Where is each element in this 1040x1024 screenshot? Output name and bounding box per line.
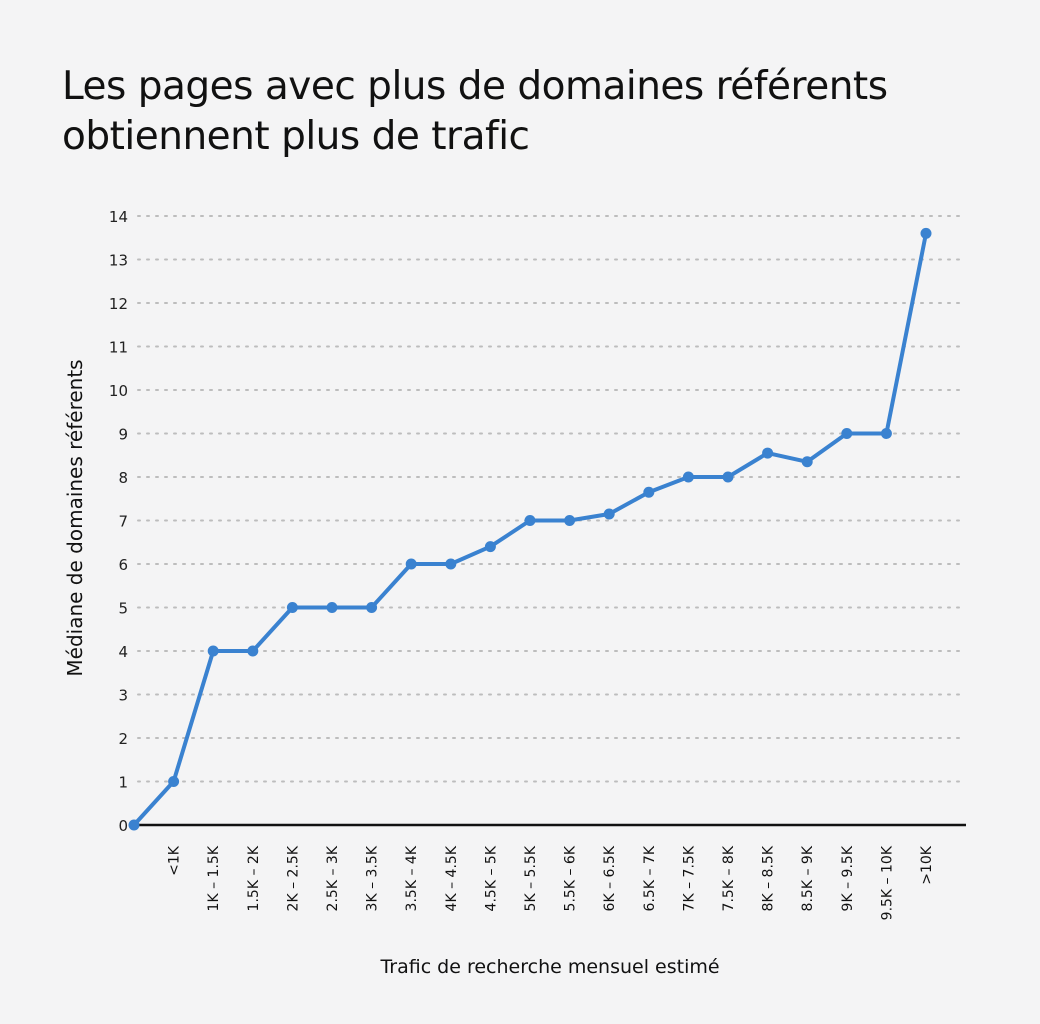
y-tick-label: 10 xyxy=(109,382,128,400)
x-axis-label: Trafic de recherche mensuel estimé xyxy=(379,956,719,978)
data-point xyxy=(405,558,417,570)
y-tick-label: 4 xyxy=(118,643,128,661)
data-point xyxy=(682,471,694,483)
y-tick-label: 13 xyxy=(109,252,128,270)
x-tick-label: 8.5K – 9K xyxy=(800,845,816,911)
x-tick-label: 5K – 5.5K xyxy=(523,845,539,911)
x-tick-label: 7.5K – 8K xyxy=(721,845,737,911)
data-point xyxy=(841,428,853,439)
x-tick-label: 3.5K – 4K xyxy=(404,845,420,911)
x-tick-label: 1K – 1.5K xyxy=(206,845,222,911)
y-tick-label: 7 xyxy=(118,513,128,531)
x-tick-label: 9.5K – 10K xyxy=(879,845,895,920)
data-point xyxy=(920,227,932,239)
data-point xyxy=(880,428,892,439)
data-point xyxy=(564,515,576,526)
data-point xyxy=(286,602,298,613)
y-tick-label: 11 xyxy=(109,339,128,357)
x-tick-label: >10K xyxy=(919,845,935,885)
x-tick-label: 6K – 6.5K xyxy=(602,845,618,911)
series-line xyxy=(132,233,928,827)
y-tick-label: 9 xyxy=(118,426,128,444)
data-point xyxy=(207,645,219,657)
x-tick-label: 3K – 3.5K xyxy=(365,845,381,911)
data-point xyxy=(366,602,378,613)
x-tick-label: 5.5K – 6K xyxy=(563,845,579,911)
data-point xyxy=(247,645,259,657)
x-tick-label: 2K – 2.5K xyxy=(285,845,301,911)
data-point xyxy=(643,486,655,498)
x-tick-label: 4K – 4.5K xyxy=(444,845,460,911)
data-point xyxy=(762,447,774,459)
data-point xyxy=(168,776,180,787)
x-tick-label: 4.5K – 5K xyxy=(483,845,499,911)
data-point xyxy=(603,508,615,520)
data-point xyxy=(128,819,140,831)
x-tick-label: 6.5K – 7K xyxy=(642,845,658,911)
y-tick-label: 2 xyxy=(118,730,128,748)
y-axis-label: Médiane de domaines référents xyxy=(63,359,87,676)
data-point xyxy=(484,541,496,553)
x-tick-label: 1.5K – 2K xyxy=(246,845,262,911)
x-tick-label: 9K – 9.5K xyxy=(840,845,856,911)
data-point xyxy=(326,602,338,613)
data-point xyxy=(524,515,536,526)
y-tick-label: 14 xyxy=(109,208,128,226)
chart-title: Les pages avec plus de domaines référent… xyxy=(62,64,888,159)
y-tick-label: 6 xyxy=(118,556,128,574)
y-tick-label: 1 xyxy=(118,774,128,792)
y-tick-label: 0 xyxy=(118,817,128,835)
x-tick-label: <1K xyxy=(167,845,183,876)
y-tick-label: 3 xyxy=(118,687,128,705)
y-tick-label: 5 xyxy=(118,600,128,618)
data-point xyxy=(801,456,813,468)
data-point xyxy=(445,558,457,570)
data-point xyxy=(722,471,734,483)
x-tick-label: 8K – 8.5K xyxy=(761,845,777,911)
x-tick-label: 2.5K – 3K xyxy=(325,845,341,911)
y-tick-label: 12 xyxy=(109,295,128,313)
x-tick-label: 7K – 7.5K xyxy=(681,845,697,911)
y-tick-label: 8 xyxy=(118,469,128,487)
